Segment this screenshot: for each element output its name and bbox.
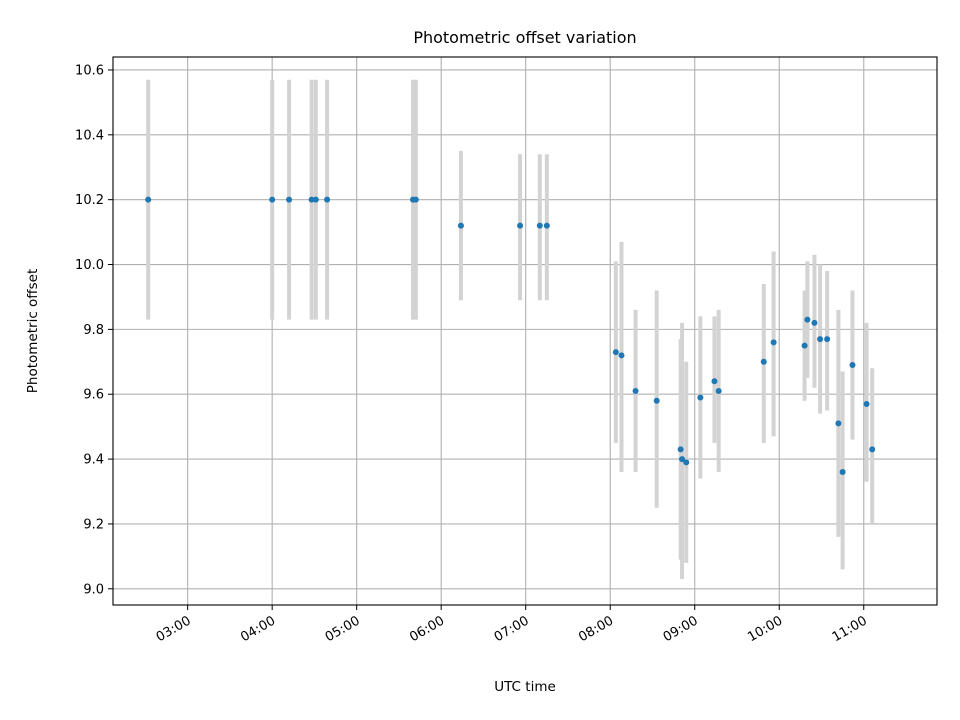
data-point — [632, 387, 639, 394]
x-tick-label: 04:00 — [238, 613, 278, 645]
x-tick-label: 10:00 — [745, 613, 785, 645]
data-point — [269, 196, 276, 203]
x-tick-label: 09:00 — [661, 613, 701, 645]
y-tick-label: 9.8 — [83, 323, 104, 338]
data-point — [849, 362, 856, 369]
y-tick-label: 10.6 — [75, 63, 104, 78]
y-tick-label: 9.2 — [83, 517, 104, 532]
x-tick-label: 08:00 — [576, 613, 616, 645]
data-point — [801, 342, 808, 349]
x-tick-label: 03:00 — [154, 613, 194, 645]
data-point — [312, 196, 319, 203]
x-axis-label: UTC time — [494, 679, 556, 695]
y-tick-label: 10.0 — [75, 258, 104, 273]
data-point — [817, 336, 824, 343]
y-axis-label: Photometric offset — [25, 269, 41, 393]
data-point — [715, 387, 722, 394]
y-tick-label: 10.2 — [75, 193, 104, 208]
x-tick-label: 11:00 — [830, 613, 870, 645]
x-tick-labels: 03:00 04:00 05:00 06:00 07:00 08:00 09:00 10:00… — [154, 613, 870, 645]
data-point — [811, 319, 818, 326]
x-tick-label: 05:00 — [323, 613, 363, 645]
chart-title: Photometric offset variation — [413, 28, 636, 47]
data-point — [697, 394, 704, 401]
data-points — [145, 196, 876, 476]
data-point — [536, 222, 543, 229]
y-tick-label: 10.4 — [75, 128, 104, 143]
data-point — [770, 339, 777, 346]
data-point — [543, 222, 550, 229]
data-point — [308, 196, 315, 203]
data-point — [145, 196, 152, 203]
data-point — [863, 400, 870, 407]
data-point — [804, 316, 811, 323]
data-point — [679, 456, 686, 463]
y-tick-label: 9.0 — [83, 582, 104, 597]
data-point — [869, 446, 876, 453]
grid-lines — [113, 57, 937, 605]
data-point — [324, 196, 331, 203]
data-point — [653, 397, 660, 404]
data-point — [711, 378, 718, 385]
data-point — [612, 349, 619, 356]
data-point — [683, 459, 690, 466]
data-point — [839, 469, 846, 476]
data-point — [286, 196, 293, 203]
x-tick-label: 06:00 — [407, 613, 447, 645]
x-tick-label: 07:00 — [492, 613, 532, 645]
axis-ticks — [108, 69, 865, 610]
data-point — [618, 352, 625, 359]
y-tick-labels: 9.0 9.2 9.4 9.6 9.8 10.0 10.2 10.4 10.6 — [75, 63, 104, 597]
data-point — [824, 336, 831, 343]
y-tick-label: 9.4 — [83, 453, 104, 468]
data-point — [677, 446, 684, 453]
data-point — [412, 196, 419, 203]
plot-frame — [112, 56, 938, 606]
y-tick-label: 9.6 — [83, 388, 104, 403]
data-point — [835, 420, 842, 427]
data-point — [457, 222, 464, 229]
data-point — [760, 358, 767, 365]
data-point — [517, 222, 524, 229]
